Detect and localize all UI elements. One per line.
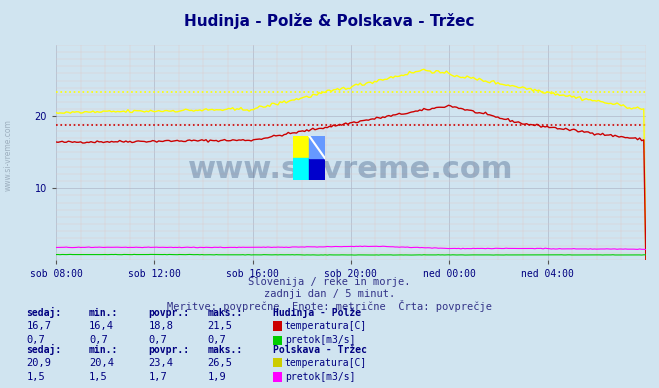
Text: povpr.:: povpr.: [148,345,189,355]
Text: 1,5: 1,5 [89,372,107,382]
Text: 1,9: 1,9 [208,372,226,382]
Text: www.si-vreme.com: www.si-vreme.com [4,119,13,191]
Text: povpr.:: povpr.: [148,308,189,318]
Text: Slovenija / reke in morje.: Slovenija / reke in morje. [248,277,411,288]
Text: 20,4: 20,4 [89,358,114,368]
Bar [273,321,282,331]
Polygon shape [309,136,325,158]
Text: 0,7: 0,7 [148,335,167,345]
Text: temperatura[C]: temperatura[C] [285,358,367,368]
Text: 0,7: 0,7 [208,335,226,345]
Text: www.si-vreme.com: www.si-vreme.com [188,155,513,184]
Text: sedaj:: sedaj: [26,307,61,318]
Text: min.:: min.: [89,345,119,355]
Text: Hudinja - Polže & Polskava - Tržec: Hudinja - Polže & Polskava - Tržec [185,13,474,29]
Text: pretok[m3/s]: pretok[m3/s] [285,335,355,345]
Text: 16,7: 16,7 [26,321,51,331]
Text: 1,7: 1,7 [148,372,167,382]
Text: 0,7: 0,7 [26,335,45,345]
Bar [293,158,309,180]
Text: 21,5: 21,5 [208,321,233,331]
Text: 1,5: 1,5 [26,372,45,382]
Text: 23,4: 23,4 [148,358,173,368]
Bar [309,158,325,180]
Text: 18,8: 18,8 [148,321,173,331]
Text: 0,7: 0,7 [89,335,107,345]
Text: Polskava - Tržec: Polskava - Tržec [273,345,368,355]
Bar [293,136,309,158]
Text: min.:: min.: [89,308,119,318]
Text: sedaj:: sedaj: [26,344,61,355]
Bar [273,372,282,382]
Text: zadnji dan / 5 minut.: zadnji dan / 5 minut. [264,289,395,299]
Text: maks.:: maks.: [208,308,243,318]
Text: Hudinja - Polže: Hudinja - Polže [273,307,362,318]
Text: Meritve: povprečne  Enote: metrične  Črta: povprečje: Meritve: povprečne Enote: metrične Črta:… [167,300,492,312]
Bar [273,358,282,367]
Text: 26,5: 26,5 [208,358,233,368]
Text: maks.:: maks.: [208,345,243,355]
Text: 20,9: 20,9 [26,358,51,368]
Text: pretok[m3/s]: pretok[m3/s] [285,372,355,382]
Text: 16,4: 16,4 [89,321,114,331]
Bar [273,336,282,345]
Text: temperatura[C]: temperatura[C] [285,321,367,331]
